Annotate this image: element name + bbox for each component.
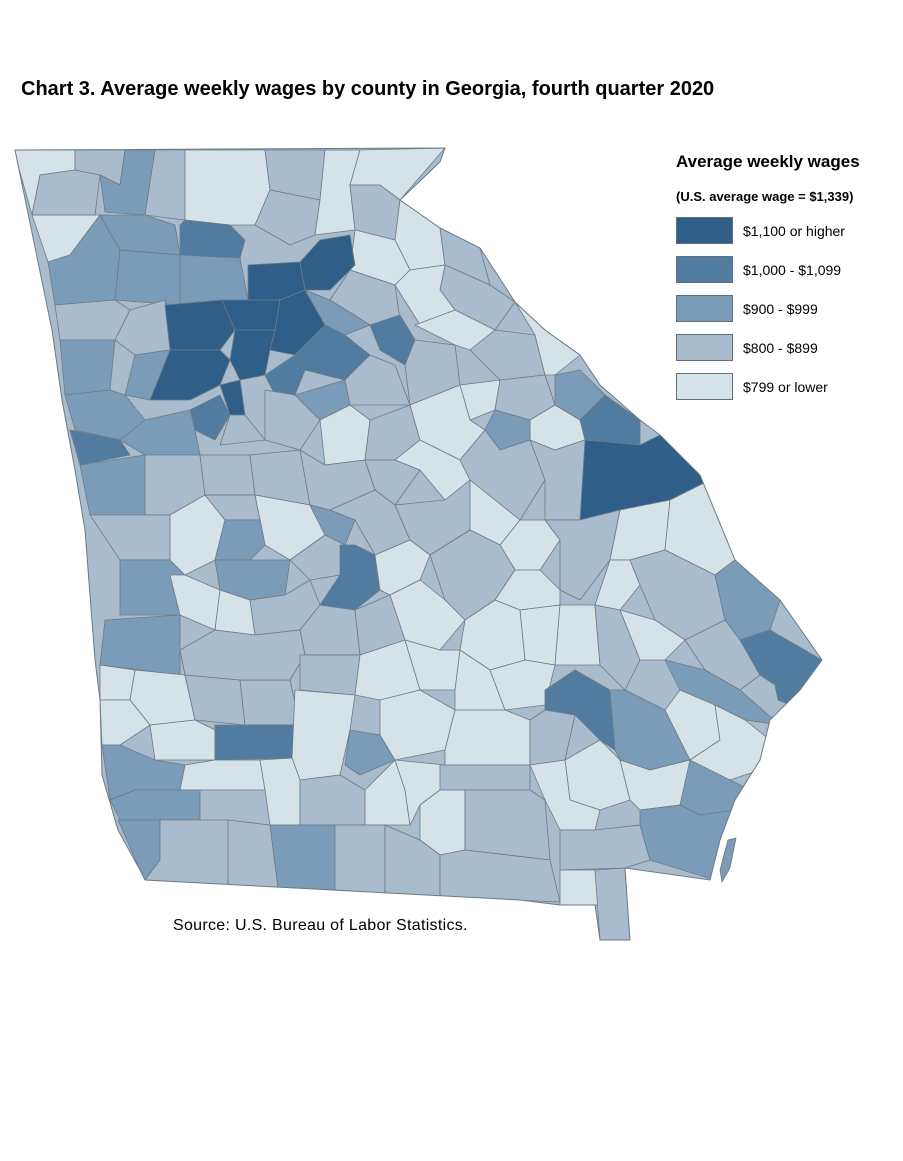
county xyxy=(214,519,266,561)
legend-item: $800 - $899 xyxy=(676,333,901,362)
county xyxy=(529,709,576,766)
county xyxy=(79,454,146,516)
legend-swatch xyxy=(676,334,733,361)
county xyxy=(59,339,116,396)
county xyxy=(239,679,301,726)
county xyxy=(544,509,621,601)
county xyxy=(114,249,181,306)
county xyxy=(529,759,601,831)
county xyxy=(344,354,411,406)
county xyxy=(164,299,236,351)
county xyxy=(214,724,296,761)
legend-label: $900 - $999 xyxy=(743,300,818,317)
legend-swatch xyxy=(676,295,733,322)
legend-subtitle: (U.S. average wage = $1,339) xyxy=(676,189,854,204)
chart-title: Chart 3. Average weekly wages by county … xyxy=(21,78,715,100)
county xyxy=(299,654,361,696)
county xyxy=(269,824,336,891)
legend-swatch xyxy=(676,373,733,400)
county xyxy=(444,709,531,766)
legend-item: $900 - $999 xyxy=(676,294,901,323)
county xyxy=(319,544,381,611)
legend-label: $799 or lower xyxy=(743,378,828,395)
county xyxy=(404,339,461,406)
legend-items: $1,100 or higher $1,000 - $1,099 $900 - … xyxy=(676,216,901,401)
county xyxy=(594,604,641,691)
legend-swatch xyxy=(676,256,733,283)
legend-swatch xyxy=(676,217,733,244)
county xyxy=(334,824,386,894)
county xyxy=(109,789,201,821)
county xyxy=(464,789,551,861)
legend-title: Average weekly wages xyxy=(676,152,860,171)
county xyxy=(554,604,601,666)
county xyxy=(199,454,256,496)
county xyxy=(364,459,421,506)
county xyxy=(99,699,151,746)
county xyxy=(304,289,371,336)
legend-label: $1,100 or higher xyxy=(743,222,845,239)
county xyxy=(519,604,561,666)
county xyxy=(184,149,271,226)
legend-item: $1,100 or higher xyxy=(676,216,901,245)
legend-label: $800 - $899 xyxy=(743,339,818,356)
legend-item: $1,000 - $1,099 xyxy=(676,255,901,284)
county xyxy=(309,504,356,546)
county xyxy=(99,214,181,256)
county xyxy=(344,729,396,776)
source-note: Source: U.S. Bureau of Labor Statistics. xyxy=(173,917,468,934)
county xyxy=(594,559,641,611)
county xyxy=(179,254,249,306)
county xyxy=(559,824,651,871)
county xyxy=(439,764,531,791)
county xyxy=(69,429,131,466)
state-outline xyxy=(14,147,823,941)
legend-item: $799 or lower xyxy=(676,372,901,401)
county-layer xyxy=(15,148,822,940)
county xyxy=(254,189,321,246)
county xyxy=(99,664,136,701)
county xyxy=(489,659,556,711)
legend: Average weekly wages (U.S. average wage … xyxy=(676,152,901,411)
county xyxy=(124,349,171,401)
county xyxy=(594,867,631,940)
county xyxy=(31,169,101,216)
county xyxy=(179,759,266,791)
barrier-island xyxy=(719,837,737,884)
county xyxy=(439,849,561,903)
legend-label: $1,000 - $1,099 xyxy=(743,261,842,278)
county xyxy=(99,614,181,676)
county xyxy=(264,389,321,451)
county xyxy=(149,719,216,761)
county xyxy=(619,609,686,661)
